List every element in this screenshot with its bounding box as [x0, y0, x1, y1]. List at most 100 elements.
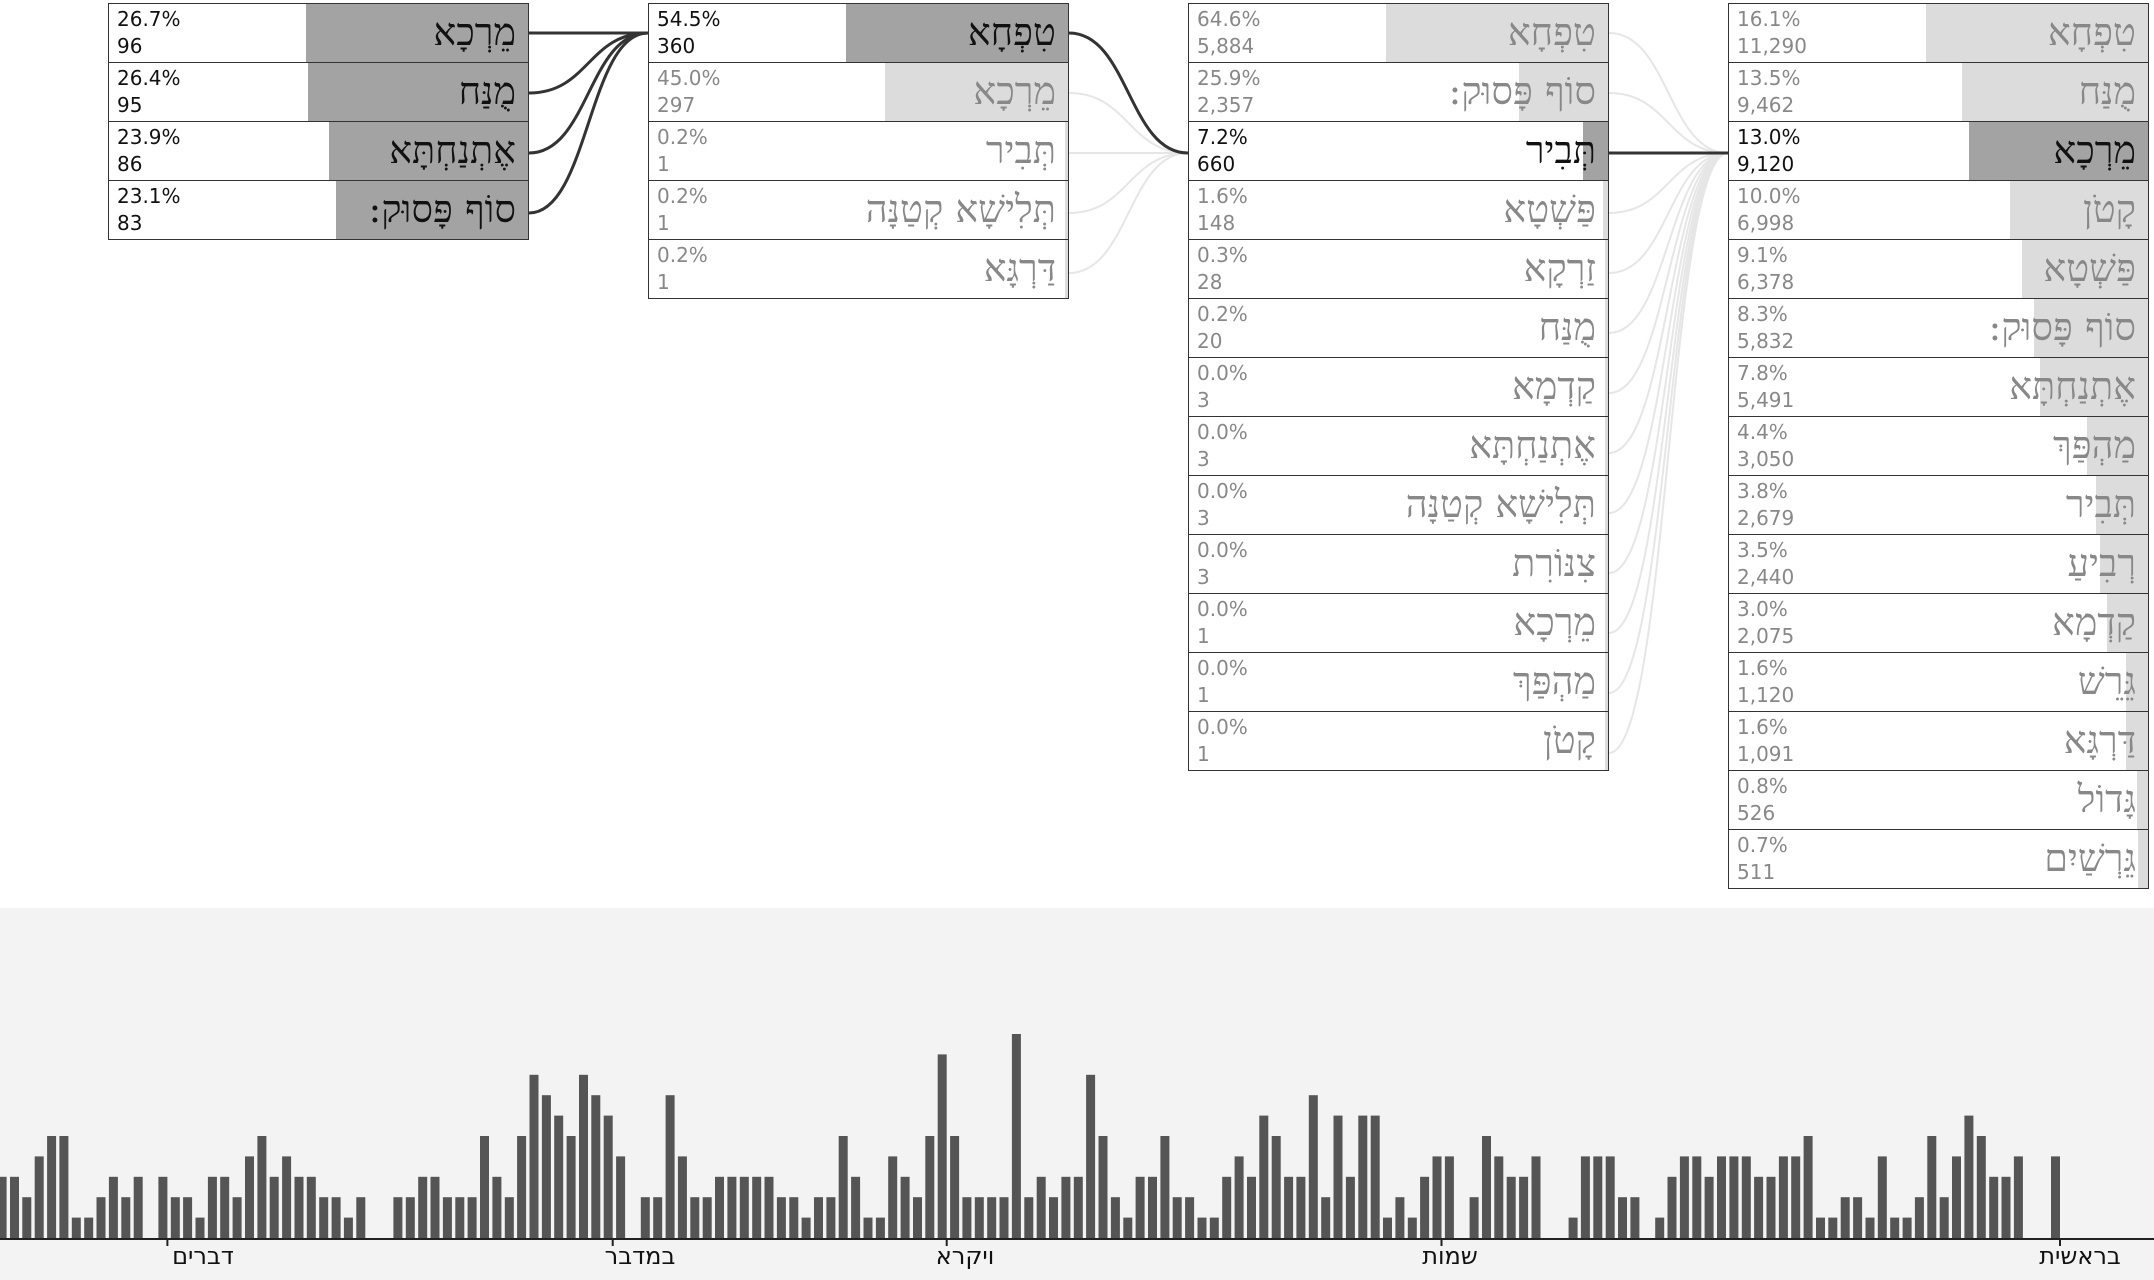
timeline-bar[interactable] — [430, 1176, 440, 1238]
cell-col1-row1[interactable]: 45.0% 297 מֵרְכָא — [648, 62, 1069, 122]
cell-col3-row14[interactable]: 0.7% 511 גֵּרְשַׁיִם — [1728, 829, 2149, 889]
timeline-bar[interactable] — [1865, 1217, 1875, 1238]
timeline-bar[interactable] — [1568, 1217, 1578, 1238]
timeline-bar[interactable] — [133, 1176, 143, 1238]
timeline-bar[interactable] — [690, 1197, 700, 1238]
timeline-bar[interactable] — [1061, 1176, 1071, 1238]
book-label-vayikra[interactable]: ויקרא — [935, 1242, 995, 1270]
cell-col3-row8[interactable]: 3.8% 2,679 תְּבִיר — [1728, 475, 2149, 535]
cell-col3-row10[interactable]: 3.0% 2,075 קַדְמָא — [1728, 593, 2149, 653]
timeline-bar[interactable] — [84, 1217, 94, 1238]
cell-col2-row7[interactable]: 0.0% 3 אֶתְנַחְתָּא — [1188, 416, 1609, 476]
timeline-bar[interactable] — [2051, 1156, 2060, 1238]
timeline-bar[interactable] — [96, 1197, 106, 1238]
timeline-bar[interactable] — [1531, 1156, 1541, 1238]
timeline-bar[interactable] — [1160, 1136, 1170, 1238]
timeline-bar[interactable] — [566, 1136, 576, 1238]
cell-col3-row5[interactable]: 8.3% 5,832 סוֹף פָּסוּק: — [1728, 298, 2149, 358]
cell-col0-row1[interactable]: 26.4% 95 מֻנַּח — [108, 62, 529, 122]
timeline-bar[interactable] — [1778, 1156, 1788, 1238]
timeline-bar[interactable] — [1704, 1176, 1714, 1238]
timeline-bar[interactable] — [1469, 1197, 1479, 1238]
timeline-bar[interactable] — [554, 1115, 564, 1238]
timeline-bar[interactable] — [442, 1197, 452, 1238]
book-label-shemot[interactable]: שמות — [1422, 1242, 1478, 1270]
timeline-bar[interactable] — [715, 1176, 724, 1238]
timeline-bar[interactable] — [1605, 1156, 1615, 1238]
timeline-bar[interactable] — [71, 1217, 81, 1238]
cell-col3-row7[interactable]: 4.4% 3,050 מַהְפַּךְ — [1728, 416, 2149, 476]
timeline-bar[interactable] — [1877, 1156, 1887, 1238]
timeline-bar[interactable] — [257, 1136, 267, 1238]
timeline-bar[interactable] — [1717, 1156, 1726, 1238]
timeline-bar[interactable] — [789, 1197, 799, 1238]
timeline-bar[interactable] — [1902, 1217, 1912, 1238]
timeline-bar[interactable] — [245, 1156, 254, 1238]
timeline-bar[interactable] — [319, 1197, 329, 1238]
timeline-bar[interactable] — [1185, 1197, 1195, 1238]
timeline-bar[interactable] — [1927, 1136, 1937, 1238]
timeline-bar[interactable] — [492, 1176, 502, 1238]
cell-col1-row4[interactable]: 0.2% 1 דַּרְגָּא — [648, 239, 1069, 299]
timeline-bar[interactable] — [232, 1197, 242, 1238]
cell-col2-row0[interactable]: 64.6% 5,884 טִפְחָא — [1188, 3, 1609, 63]
timeline-bar[interactable] — [2013, 1156, 2023, 1238]
timeline-bar[interactable] — [1098, 1136, 1108, 1238]
timeline-bar[interactable] — [1296, 1176, 1306, 1238]
timeline-bar[interactable] — [1890, 1217, 1900, 1238]
cell-col0-row2[interactable]: 23.9% 86 אֶתְנַחְתָּא — [108, 121, 529, 181]
timeline-bar[interactable] — [1679, 1156, 1689, 1238]
timeline-bar[interactable] — [1667, 1176, 1677, 1238]
timeline-bar[interactable] — [1284, 1176, 1294, 1238]
timeline-bar[interactable] — [158, 1176, 168, 1238]
timeline-bar[interactable] — [1828, 1217, 1838, 1238]
timeline-bar[interactable] — [1444, 1156, 1454, 1238]
timeline-bar[interactable] — [282, 1156, 292, 1238]
cell-col3-row3[interactable]: 10.0% 6,998 קָטֹן — [1728, 180, 2149, 240]
cell-col0-row3[interactable]: 23.1% 83 סוֹף פָּסוּק: — [108, 180, 529, 240]
timeline-bar[interactable] — [1073, 1176, 1083, 1238]
cell-col2-row4[interactable]: 0.3% 28 זַרְקָא — [1188, 239, 1609, 299]
timeline-bar[interactable] — [1395, 1197, 1405, 1238]
timeline-bar[interactable] — [1370, 1115, 1380, 1238]
timeline-bar[interactable] — [888, 1156, 898, 1238]
cell-col2-row11[interactable]: 0.0% 1 מַהְפַּךְ — [1188, 652, 1609, 712]
timeline-bar[interactable] — [1308, 1095, 1318, 1238]
timeline-bar[interactable] — [356, 1197, 366, 1238]
cell-col3-row4[interactable]: 9.1% 6,378 פַּשְׁטָא — [1728, 239, 2149, 299]
timeline-bar[interactable] — [1036, 1176, 1046, 1238]
timeline-bar[interactable] — [183, 1197, 193, 1238]
timeline-bar[interactable] — [1345, 1176, 1355, 1238]
timeline-bar[interactable] — [1172, 1197, 1182, 1238]
timeline-bar[interactable] — [1110, 1197, 1120, 1238]
cell-col3-row1[interactable]: 13.5% 9,462 מֻנַּח — [1728, 62, 2149, 122]
timeline-bar[interactable] — [814, 1197, 823, 1238]
timeline-bar[interactable] — [1247, 1176, 1256, 1238]
cell-col1-row3[interactable]: 0.2% 1 תְּלִישָׁא קְטַנָּה — [648, 180, 1069, 240]
book-label-bereshit[interactable]: בראשית — [2039, 1242, 2121, 1270]
timeline-bar[interactable] — [467, 1197, 477, 1238]
timeline-bar[interactable] — [1086, 1074, 1096, 1238]
timeline-bar[interactable] — [937, 1054, 947, 1238]
timeline-bar[interactable] — [1630, 1197, 1640, 1238]
timeline-bar[interactable] — [1741, 1156, 1751, 1238]
book-label-bamidbar[interactable]: במדבר — [604, 1242, 676, 1270]
timeline-bar[interactable] — [616, 1156, 626, 1238]
timeline-bar[interactable] — [1482, 1136, 1491, 1238]
timeline-bar[interactable] — [826, 1197, 836, 1238]
timeline-bar[interactable] — [1407, 1217, 1417, 1238]
timeline-bar[interactable] — [1506, 1176, 1516, 1238]
cell-col2-row2[interactable]: 7.2% 660 תְּבִיר — [1188, 121, 1609, 181]
timeline-bar[interactable] — [1271, 1136, 1281, 1238]
timeline-bar[interactable] — [1816, 1217, 1825, 1238]
timeline-bar[interactable] — [269, 1176, 279, 1238]
timeline-bar[interactable] — [962, 1197, 972, 1238]
cell-col3-row12[interactable]: 1.6% 1,091 דַּרְגָּא — [1728, 711, 2149, 771]
timeline-bar[interactable] — [1234, 1156, 1244, 1238]
cell-col3-row6[interactable]: 7.8% 5,491 אֶתְנַחְתָּא — [1728, 357, 2149, 417]
timeline-bar[interactable] — [1259, 1115, 1269, 1238]
cell-col2-row1[interactable]: 25.9% 2,357 סוֹף פָּסוּק: — [1188, 62, 1609, 122]
timeline-bar[interactable] — [752, 1176, 762, 1238]
timeline-bar[interactable] — [999, 1197, 1009, 1238]
timeline-bar[interactable] — [34, 1156, 44, 1238]
